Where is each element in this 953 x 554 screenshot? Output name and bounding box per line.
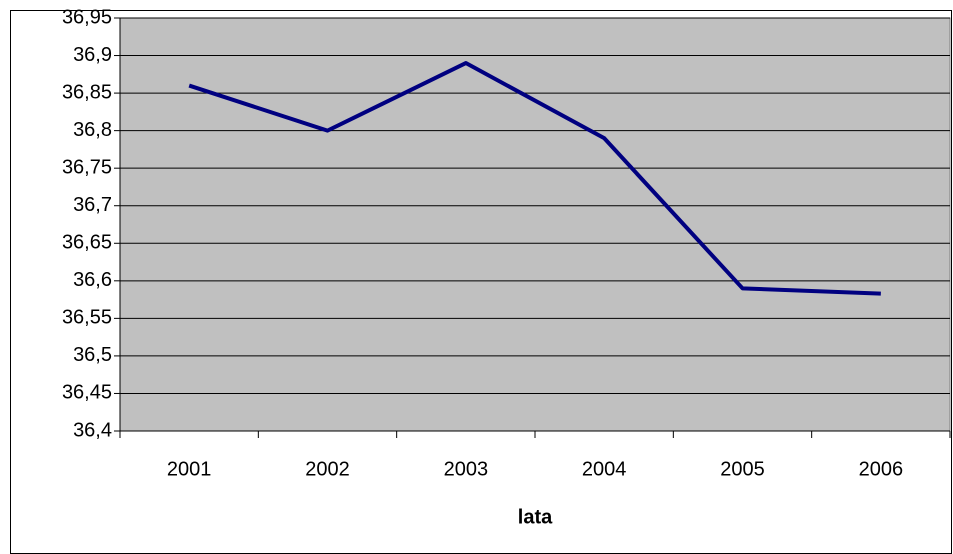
y-tick-label: 36,9 [73,44,112,66]
y-tick-label: 36,55 [62,307,112,329]
y-tick-label: 36,7 [73,194,112,216]
x-axis-title: lata [518,506,553,528]
y-tick-label: 36,85 [62,81,112,103]
x-tick-label: 2003 [444,458,489,480]
y-tick-label: 36,5 [73,344,112,366]
plot-area [119,17,951,432]
x-tick-label: 2005 [720,458,765,480]
y-tick-label: 36,95 [62,6,112,28]
series-line [188,61,881,296]
y-tick-label: 36,6 [73,269,112,291]
y-tick-label: 36,4 [73,419,112,441]
y-tick-label: 36,75 [62,156,112,178]
y-tick-label: 36,45 [62,382,112,404]
x-tick-label: 2001 [167,458,212,480]
y-tick-label: 36,65 [62,232,112,254]
x-tick-label: 2006 [859,458,904,480]
x-tick-label: 2004 [582,458,627,480]
x-tick-label: 2002 [305,458,350,480]
y-tick-label: 36,8 [73,119,112,141]
